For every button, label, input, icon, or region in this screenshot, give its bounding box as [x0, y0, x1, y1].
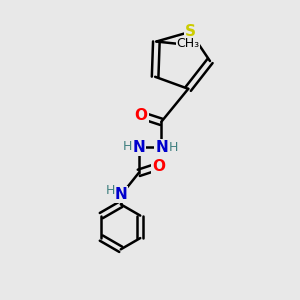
Text: N: N — [132, 140, 145, 155]
Text: N: N — [114, 187, 127, 202]
Text: H: H — [106, 184, 115, 197]
Text: O: O — [135, 108, 148, 123]
Text: O: O — [152, 159, 165, 174]
Text: H: H — [123, 140, 132, 153]
Text: H: H — [169, 141, 178, 154]
Text: CH₃: CH₃ — [176, 38, 200, 50]
Text: S: S — [185, 24, 196, 39]
Text: N: N — [155, 140, 168, 155]
